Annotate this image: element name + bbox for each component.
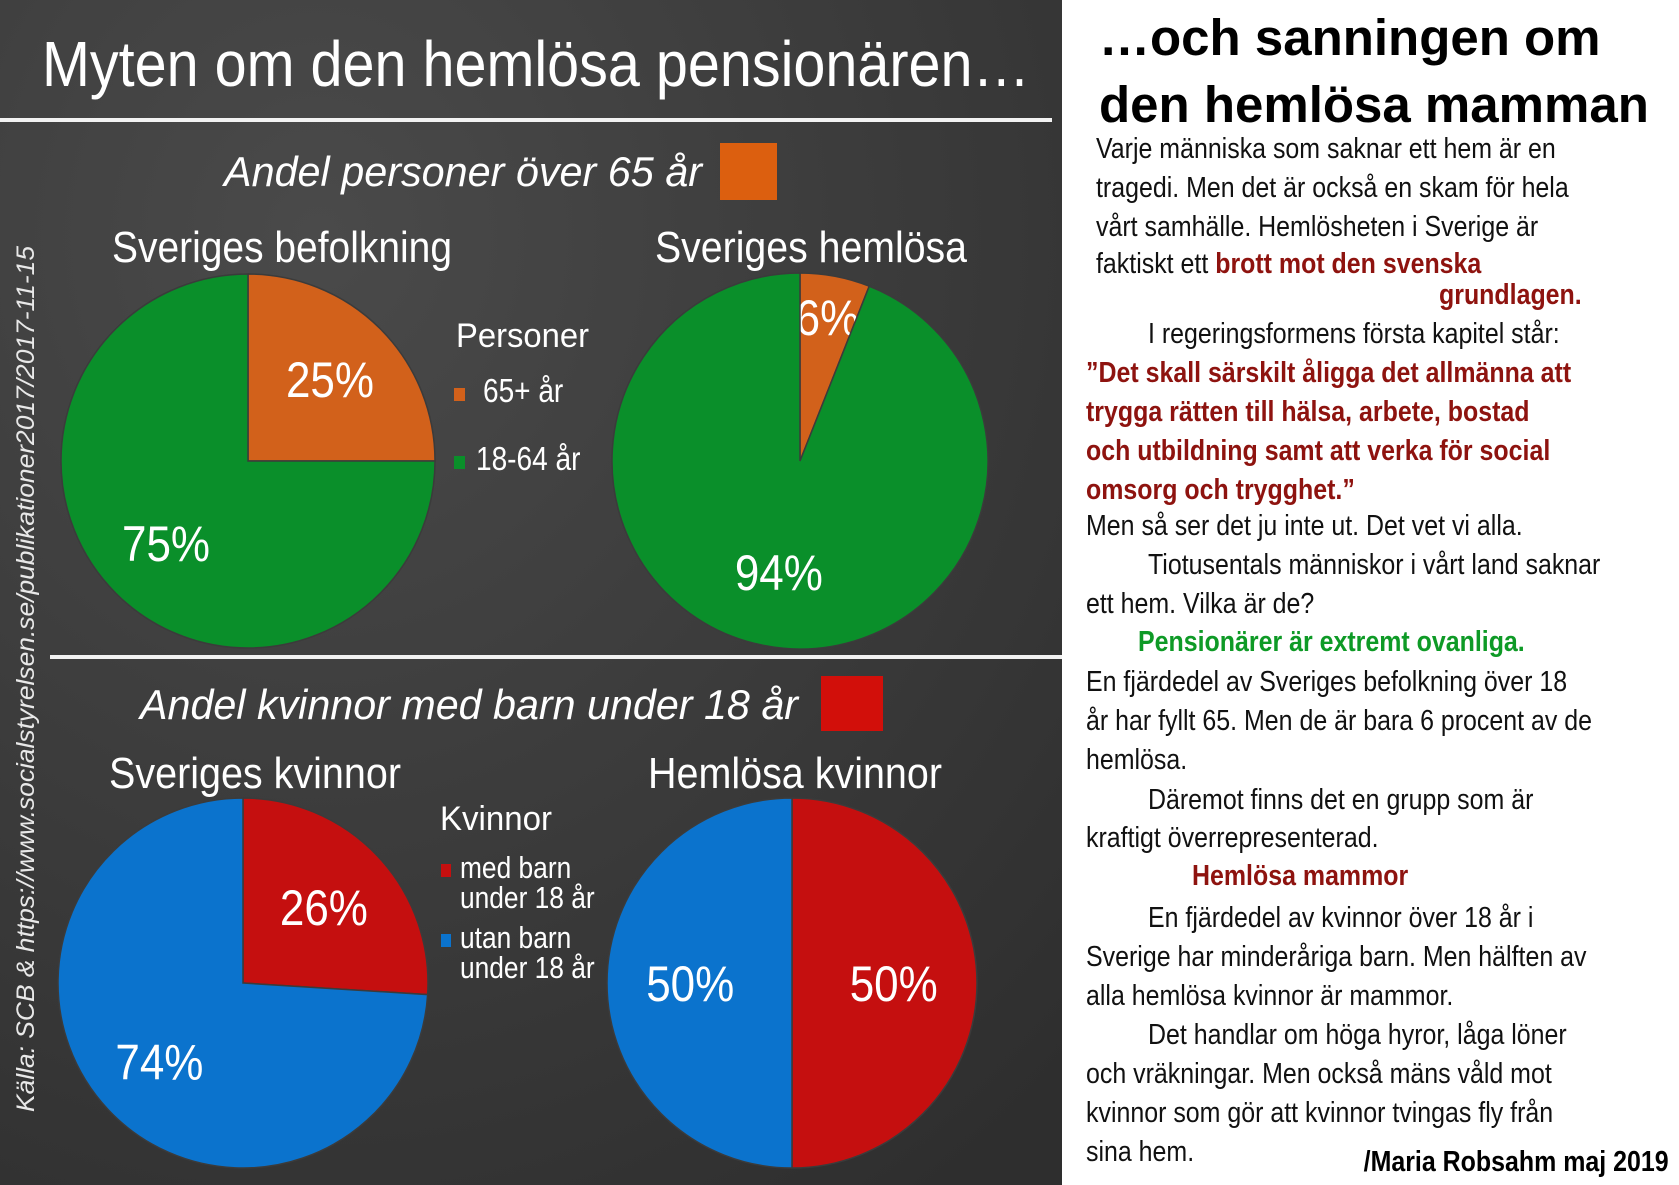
legend-label: 65+ år bbox=[483, 373, 563, 410]
body-text: vårt samhälle. Hemlösheten i Sverige är bbox=[1096, 211, 1539, 243]
pie-data-label: 94% bbox=[735, 544, 823, 600]
signature: /Maria Robsahm maj 2019 bbox=[1364, 1146, 1669, 1178]
legend-label: utan barn bbox=[460, 921, 571, 955]
article-line: tragedi. Men det är också en skam för he… bbox=[1096, 172, 1569, 205]
highlighted-text: trygga rätten till hälsa, arbete, bostad bbox=[1086, 396, 1530, 428]
section2-heading: Andel kvinnor med barn under 18 år bbox=[137, 681, 800, 728]
pie-slice-18-64-r bbox=[60, 273, 436, 649]
highlighted-text: ”Det skall särskilt åligga det allmänna … bbox=[1086, 357, 1572, 389]
body-text: kraftigt överrepresenterad. bbox=[1086, 822, 1379, 854]
source-credit: Källa: SCB & https://www.socialstyrelsen… bbox=[12, 246, 40, 1112]
pie-slice-med-barn-under-18-r bbox=[242, 797, 429, 996]
body-text: alla hemlösa kvinnor är mammor. bbox=[1086, 980, 1454, 1012]
body-text: Men så ser det ju inte ut. Det vet vi al… bbox=[1086, 510, 1523, 542]
red-swatch bbox=[821, 676, 883, 731]
infographic-charts-panel: Myten om den hemlösa pensionären… Andel … bbox=[0, 0, 1062, 1185]
pie-data-label: 25% bbox=[286, 351, 374, 407]
body-text: Det handlar om höga hyror, låga löner bbox=[1148, 1019, 1567, 1051]
article-line: Det handlar om höga hyror, låga löner bbox=[1148, 1019, 1567, 1052]
legend-swatch bbox=[441, 864, 451, 877]
legend-swatch bbox=[454, 388, 465, 401]
pie-slice-65-r bbox=[247, 273, 436, 462]
article-line: Däremot finns det en grupp som är bbox=[1148, 784, 1533, 817]
pie-title: Hemlösa kvinnor bbox=[648, 749, 942, 798]
body-text: och vräkningar. Men också mäns våld mot bbox=[1086, 1058, 1552, 1090]
legend-title: Kvinnor bbox=[440, 800, 552, 838]
body-text: ett hem. Vilka är de? bbox=[1086, 588, 1315, 620]
pie-data-label: 26% bbox=[280, 879, 368, 935]
legend-label: under 18 år bbox=[460, 881, 595, 915]
pie-data-label: 50% bbox=[646, 955, 734, 1011]
section-divider bbox=[50, 655, 1062, 659]
article-line: Men så ser det ju inte ut. Det vet vi al… bbox=[1086, 510, 1523, 543]
article-line: och utbildning samt att verka för social bbox=[1086, 435, 1550, 468]
body-text: Varje människa som saknar ett hem är en bbox=[1096, 133, 1556, 165]
pie-title: Sveriges kvinnor bbox=[109, 749, 401, 798]
pie-data-label: 75% bbox=[122, 515, 210, 571]
legend-swatch bbox=[441, 934, 451, 947]
body-text: år har fyllt 65. Men de är bara 6 procen… bbox=[1086, 705, 1593, 737]
body-text: En fjärdedel av Sveriges befolkning över… bbox=[1086, 666, 1568, 698]
body-text: En fjärdedel av kvinnor över 18 år i bbox=[1148, 902, 1534, 934]
body-text: hemlösa. bbox=[1086, 744, 1188, 776]
pie-data-label: 74% bbox=[115, 1034, 203, 1090]
article-line: grundlagen. bbox=[1439, 279, 1582, 312]
article-line: alla hemlösa kvinnor är mammor. bbox=[1086, 980, 1453, 1013]
article-line: Hemlösa mammor bbox=[1192, 860, 1408, 893]
body-text: Tiotusentals människor i vårt land sakna… bbox=[1148, 549, 1601, 581]
body-text: kvinnor som gör att kvinnor tvingas fly … bbox=[1086, 1097, 1554, 1129]
main-title: Myten om den hemlösa pensionären… bbox=[42, 28, 1030, 100]
article-line: kvinnor som gör att kvinnor tvingas fly … bbox=[1086, 1097, 1553, 1130]
article-line: ett hem. Vilka är de? bbox=[1086, 588, 1314, 621]
body-text: tragedi. Men det är också en skam för he… bbox=[1096, 172, 1569, 204]
body-text: I regeringsformens första kapitel står: bbox=[1148, 318, 1560, 350]
article-title-line-1: …och sanningen om bbox=[1099, 9, 1601, 66]
body-text: sina hem. bbox=[1086, 1136, 1195, 1168]
article-line: ”Det skall särskilt åligga det allmänna … bbox=[1086, 357, 1571, 390]
article-line: hemlösa. bbox=[1086, 744, 1187, 777]
article-line: Pensionärer är extremt ovanliga. bbox=[1138, 626, 1525, 659]
highlighted-text: Hemlösa mammor bbox=[1192, 860, 1409, 892]
article-line: Tiotusentals människor i vårt land sakna… bbox=[1148, 549, 1600, 582]
article-line: omsorg och trygghet.” bbox=[1086, 474, 1355, 507]
body-text: Sverige har minderåriga barn. Men hälfte… bbox=[1086, 941, 1587, 973]
article-line: år har fyllt 65. Men de är bara 6 procen… bbox=[1086, 705, 1592, 738]
article-line: sina hem. bbox=[1086, 1136, 1194, 1169]
highlighted-text: och utbildning samt att verka för social bbox=[1086, 435, 1551, 467]
article-line: kraftigt överrepresenterad. bbox=[1086, 822, 1379, 855]
article-line: I regeringsformens första kapitel står: bbox=[1148, 318, 1560, 351]
legend-title: Personer bbox=[456, 317, 589, 355]
legend-label: under 18 år bbox=[460, 951, 595, 985]
pie-title: Sveriges hemlösa bbox=[655, 223, 967, 272]
article-line: faktiskt ett brott mot den svenska bbox=[1096, 248, 1481, 281]
article-line: och vräkningar. Men också mäns våld mot bbox=[1086, 1058, 1552, 1091]
article-line: Varje människa som saknar ett hem är en bbox=[1096, 133, 1556, 166]
section1-heading: Andel personer över 65 år bbox=[221, 148, 704, 195]
article-line: En fjärdedel av Sveriges befolkning över… bbox=[1086, 666, 1567, 699]
legend-label: med barn bbox=[460, 851, 571, 885]
legend-swatch bbox=[454, 456, 465, 469]
orange-swatch bbox=[720, 143, 777, 200]
pie-slice-utan-barn-under-18-r bbox=[606, 797, 793, 1169]
pie-slice-utan-barn-under-18-r bbox=[57, 797, 429, 1169]
legend-label: 18-64 år bbox=[476, 441, 580, 478]
pie-data-label: 50% bbox=[850, 955, 938, 1011]
highlighted-text: Pensionärer är extremt ovanliga. bbox=[1138, 626, 1525, 658]
article-line: En fjärdedel av kvinnor över 18 år i bbox=[1148, 902, 1533, 935]
article-panel: …och sanningen om den hemlösa mamman Var… bbox=[1062, 0, 1679, 1185]
article-line: Sverige har minderåriga barn. Men hälfte… bbox=[1086, 941, 1586, 974]
highlighted-text: omsorg och trygghet.” bbox=[1086, 474, 1355, 506]
highlighted-text: brott mot den svenska bbox=[1215, 248, 1482, 280]
article-line: vårt samhälle. Hemlösheten i Sverige är bbox=[1096, 211, 1538, 244]
highlighted-text: grundlagen. bbox=[1439, 279, 1582, 311]
article-line: trygga rätten till hälsa, arbete, bostad bbox=[1086, 396, 1529, 429]
article-title-line-2: den hemlösa mamman bbox=[1099, 76, 1649, 133]
pie-slice-18-64-r bbox=[611, 272, 989, 650]
pie-slice-med-barn-under-18-r bbox=[791, 797, 978, 1169]
body-text: faktiskt ett bbox=[1096, 248, 1216, 280]
body-text: Däremot finns det en grupp som är bbox=[1148, 784, 1534, 816]
title-divider bbox=[0, 118, 1052, 122]
pie-title: Sveriges befolkning bbox=[112, 223, 452, 272]
